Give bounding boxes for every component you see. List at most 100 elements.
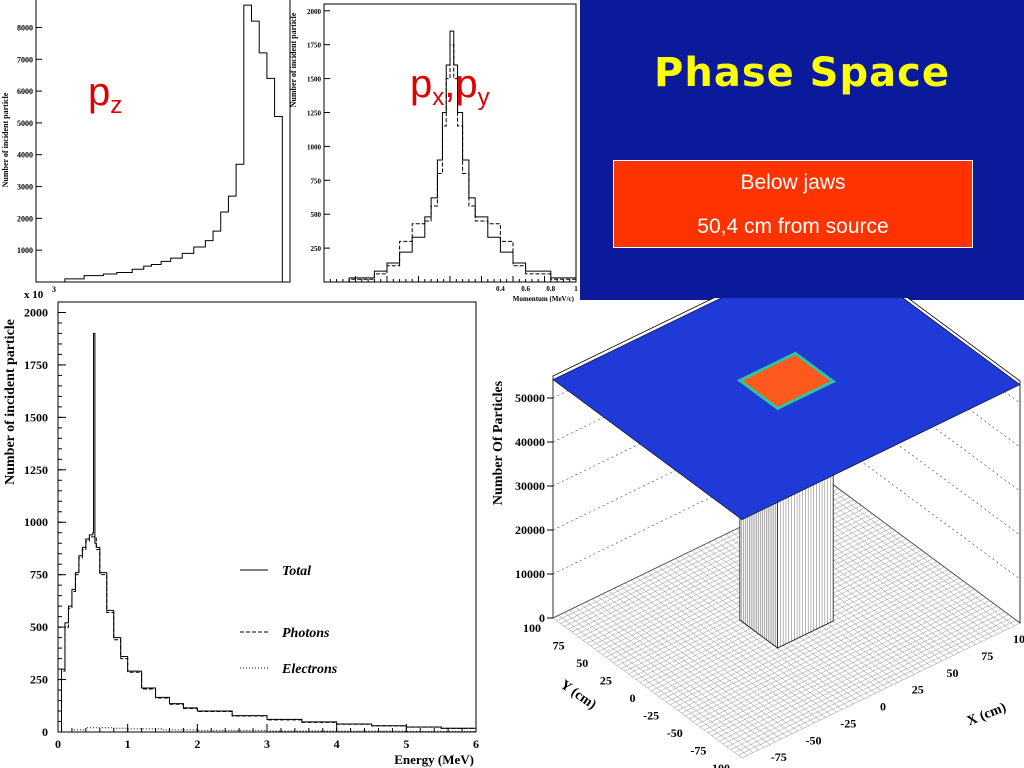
- surface-ytick-label: -50: [667, 726, 683, 740]
- energy-xlabel: Energy (MeV): [394, 752, 474, 767]
- surface-ztick-label: 10000: [515, 567, 545, 581]
- pxpy-ytick-label: 250: [311, 245, 322, 253]
- energy-ylabel: Number of incident particle: [3, 319, 18, 485]
- energy-xtick-label: 6: [473, 737, 479, 751]
- pz-label-sub: z: [110, 92, 123, 119]
- pxpy-ytick-label: 1750: [307, 42, 322, 50]
- pxpy-ytick-label: 750: [311, 177, 322, 185]
- pxpy-series-dashed: [324, 44, 577, 283]
- surface-ytick-label: 25: [600, 674, 612, 688]
- pz-label: pz: [88, 70, 122, 120]
- info-line-1: Below jaws: [740, 171, 846, 194]
- pz-ytick-label: 7000: [17, 55, 33, 64]
- surface-ztick-label: 30000: [515, 479, 545, 493]
- energy-ytick-label: 750: [30, 568, 48, 582]
- pxpy-xlabel: Momentum (MeV/c): [513, 295, 575, 302]
- surface-ztick-label: 0: [539, 611, 545, 625]
- surface-xtick-label: 25: [912, 683, 924, 697]
- surface-z-gridline: [552, 394, 1021, 536]
- info-box: Below jaws 50,4 cm from source: [613, 160, 973, 248]
- pz-ytick-label: 5000: [17, 119, 33, 128]
- energy-xtick-label: 5: [403, 737, 409, 751]
- pxpy-label-main1: p: [410, 62, 433, 106]
- pz-chart: 1000 2000 3000 4000 5000 6000 7000 8000 Number o…: [1, 0, 291, 283]
- energy-ytick-label: 1500: [24, 410, 48, 424]
- pz-histogram: [36, 4, 290, 283]
- pxpy-xtick-label: 1: [574, 285, 578, 293]
- pxpy-label-main2: p: [455, 62, 478, 106]
- floor-line-x: [814, 490, 1004, 632]
- surface-ylabel: Y (cm): [557, 677, 599, 713]
- slide-title: Phase Space: [654, 50, 950, 96]
- legend-label-photons: Photons: [282, 626, 330, 641]
- pxpy-label-sep: ,: [444, 62, 456, 106]
- pxpy-ytick-label: 1000: [307, 143, 322, 151]
- surface-xtick-label: 0: [880, 700, 886, 714]
- energy-xtick-label: 3: [264, 737, 270, 751]
- pxpy-xtick-label: 0.6: [521, 285, 530, 293]
- surface-xtick-label: 100: [1013, 632, 1024, 646]
- surface-ztick-label: 40000: [515, 435, 545, 449]
- floor-line-x: [808, 493, 998, 634]
- pxpy-ylabel: Number of incident particle: [289, 12, 298, 107]
- floor-line-x: [825, 485, 1015, 626]
- surface-xtick-label: -25: [840, 716, 856, 730]
- energy-ytick-label: 0: [42, 725, 48, 739]
- surface-ytick-label: 75: [553, 639, 565, 653]
- slide-background: [580, 0, 1024, 300]
- pz-ytick-label: 6000: [17, 87, 33, 96]
- surface-ytick-label: 0: [630, 691, 636, 705]
- pxpy-label: px,py: [410, 62, 490, 112]
- pxpy-ytick-label: 1500: [307, 76, 322, 84]
- energy-series-total: [58, 332, 477, 733]
- pz-ytick-label: 8000: [17, 23, 33, 32]
- surface-zlabel: Number Of Particles: [491, 380, 506, 505]
- energy-yscale-label: x 10: [24, 289, 44, 301]
- legend-label-electrons: Electrons: [281, 662, 338, 677]
- pxpy-xtick-label: 0.4: [496, 285, 505, 293]
- energy-series-electrons: [58, 727, 477, 733]
- floor-line-x: [803, 496, 993, 637]
- energy-xtick-label: 1: [125, 737, 131, 751]
- surface-z-gridline: [552, 350, 1021, 492]
- surface-xtick-label: 75: [981, 649, 993, 663]
- surface-ytick-label: 100: [523, 621, 541, 635]
- pxpy-ytick-label: 500: [311, 211, 322, 219]
- energy-xtick-label: 0: [55, 737, 61, 751]
- energy-ytick-label: 2000: [24, 305, 48, 319]
- surface-ytick-label: -75: [690, 744, 706, 758]
- pxpy-chart: 250 500 750 1000 1250 1500 1750 2000 0.4 0.6 0.8 1 M…: [289, 3, 578, 302]
- pz-frame: [35, 0, 291, 283]
- energy-yscale-exp: 3: [52, 285, 56, 294]
- energy-xtick-label: 4: [334, 737, 340, 751]
- surface-ytick-label: 50: [576, 656, 588, 670]
- surface-xtick-label: -50: [806, 733, 822, 747]
- energy-ytick-label: 1250: [24, 463, 48, 477]
- pz-ylabel: Number of incident particle: [1, 92, 10, 187]
- surface-xtick-label: 50: [947, 666, 959, 680]
- pz-ytick-label: 2000: [17, 214, 33, 223]
- pxpy-xtick-label: 0.8: [546, 285, 555, 293]
- pxpy-label-sub2: y: [477, 84, 490, 111]
- surface-ytick-label: -25: [643, 709, 659, 723]
- energy-ytick-label: 1000: [24, 515, 48, 529]
- surface-z-gridline: [552, 438, 1021, 580]
- energy-ytick-label: 1750: [24, 358, 48, 372]
- pz-label-main: p: [88, 70, 111, 114]
- legend-label-total: Total: [282, 564, 311, 579]
- surface-top-plane: [552, 298, 1021, 520]
- pz-ytick-label: 1000: [17, 246, 33, 255]
- floor-line-x: [830, 482, 1021, 624]
- pxpy-ytick-label: 1250: [307, 109, 322, 117]
- surface-ztick-label: 20000: [515, 523, 545, 537]
- energy-ytick-label: 500: [30, 620, 48, 634]
- pxpy-label-sub1: x: [432, 84, 445, 111]
- pxpy-ytick-label: 2000: [307, 8, 322, 16]
- info-line-2: 50,4 cm from source: [697, 215, 889, 238]
- energy-series-photons: [58, 536, 477, 733]
- pz-ytick-label: 3000: [17, 183, 33, 192]
- surface-ztick-label: 50000: [515, 391, 545, 405]
- energy-ytick-label: 250: [30, 673, 48, 687]
- floor-line-x: [819, 488, 1009, 629]
